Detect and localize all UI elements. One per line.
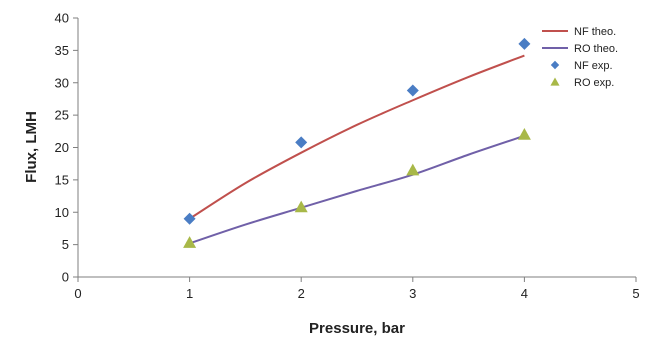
x-axis-title: Pressure, bar xyxy=(309,320,405,337)
data-point-nf-exp xyxy=(406,84,419,97)
y-tick-label: 40 xyxy=(55,11,69,26)
legend-label-ro-theo: RO theo. xyxy=(574,43,618,55)
x-tick-label: 3 xyxy=(409,286,416,301)
x-tick-label: 4 xyxy=(521,286,528,301)
axes-group: 0 5 10 15 20 25 30 35 40 0 1 2 3 4 5 xyxy=(55,11,640,302)
y-tick-label: 30 xyxy=(55,75,69,90)
x-tick-label: 2 xyxy=(298,286,305,301)
data-point-ro-exp xyxy=(183,236,197,248)
legend-label-nf-theo: NF theo. xyxy=(574,26,616,38)
series-lines-group xyxy=(189,54,525,245)
y-axis-title: Flux, LMH xyxy=(23,111,40,183)
legend-label-ro-exp: RO exp. xyxy=(574,77,614,89)
x-tick-label: 5 xyxy=(632,286,639,301)
y-tick-label: 25 xyxy=(55,108,69,123)
data-point-ro-exp xyxy=(406,163,420,176)
y-tick-label: 15 xyxy=(55,172,69,187)
legend-swatch-ro-exp xyxy=(550,77,560,86)
series-line-ro-theo xyxy=(189,134,525,245)
series-markers-group xyxy=(183,37,531,248)
legend-swatch-nf-exp xyxy=(550,60,560,70)
data-point-ro-exp xyxy=(294,200,308,213)
data-point-nf-exp xyxy=(183,212,196,225)
legend-label-nf-exp: NF exp. xyxy=(574,60,613,72)
y-tick-label: 0 xyxy=(62,270,69,285)
y-tick-label: 10 xyxy=(55,205,69,220)
y-tick-label: 5 xyxy=(62,237,69,252)
data-point-nf-exp xyxy=(518,37,531,50)
y-tick-label: 35 xyxy=(55,43,69,58)
x-tick-label: 1 xyxy=(186,286,193,301)
series-line-nf-theo xyxy=(189,54,525,220)
legend: NF theo. RO theo. NF exp. RO exp. xyxy=(542,26,618,89)
data-point-nf-exp xyxy=(295,136,308,149)
y-tick-label: 20 xyxy=(55,140,69,155)
x-tick-label: 0 xyxy=(74,286,81,301)
data-point-ro-exp xyxy=(517,128,531,140)
